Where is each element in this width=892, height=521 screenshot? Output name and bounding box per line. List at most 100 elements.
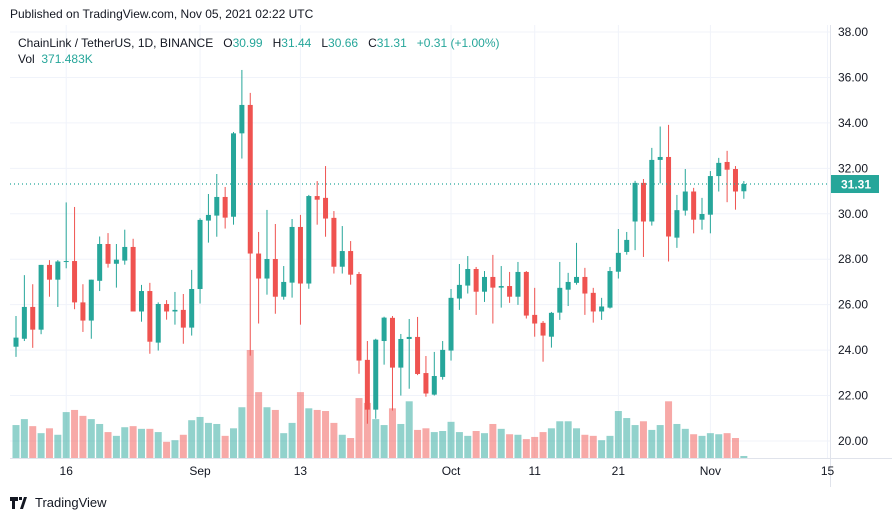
- volume-bar: [606, 435, 614, 458]
- volume-bar: [179, 434, 187, 458]
- volume-bar: [447, 421, 455, 458]
- volume-bar: [29, 426, 37, 458]
- volume-bar: [37, 433, 45, 458]
- candle-body: [289, 226, 295, 283]
- candle-body: [231, 133, 237, 217]
- volume-bar: [313, 409, 321, 458]
- volume-bar: [430, 432, 438, 458]
- candle-body: [473, 268, 479, 292]
- candle-body: [105, 243, 111, 264]
- candle-body: [707, 176, 713, 215]
- y-tick-label: 30.00: [838, 207, 868, 221]
- volume-bar: [87, 419, 95, 458]
- volume-bar: [338, 434, 346, 458]
- volume-bar: [12, 425, 20, 458]
- last-price-badge: [831, 175, 879, 194]
- candle-body: [297, 226, 303, 284]
- volume-bar: [514, 434, 522, 458]
- ohlc-legend: ChainLink / TetherUS, 1D, BINANCE O30.99…: [18, 35, 500, 67]
- candle-body: [122, 246, 128, 261]
- y-tick-label: 22.00: [838, 389, 868, 403]
- candle-body: [724, 161, 730, 170]
- tradingview-logo[interactable]: TradingView: [10, 495, 107, 510]
- volume-bar: [706, 433, 714, 458]
- x-tick-label: 15: [821, 464, 835, 478]
- volume-bar: [129, 426, 137, 458]
- volume-bar: [62, 412, 70, 458]
- candle-body: [356, 273, 362, 361]
- volume-bar: [489, 423, 497, 458]
- candle-body: [256, 253, 262, 279]
- candle-body: [30, 306, 36, 330]
- volume-bar: [673, 423, 681, 458]
- volume-bar: [263, 407, 271, 458]
- candle-body: [323, 197, 329, 219]
- candle-body: [515, 271, 521, 297]
- x-tick-label: Nov: [700, 464, 721, 478]
- y-tick-label: 34.00: [838, 116, 868, 130]
- volume-bar: [280, 433, 288, 458]
- candle-body: [398, 338, 404, 368]
- candle-body: [732, 169, 738, 192]
- candle-body: [557, 287, 563, 313]
- symbol-label[interactable]: ChainLink / TetherUS, 1D, BINANCE: [18, 36, 214, 50]
- candle-body: [540, 322, 546, 336]
- volume-bar: [255, 392, 263, 458]
- y-tick-label: 20.00: [838, 434, 868, 448]
- volume-label: Vol: [18, 52, 35, 66]
- volume-bar: [79, 415, 87, 458]
- candle-body: [247, 104, 253, 254]
- volume-bar: [20, 419, 28, 458]
- candle-body: [147, 291, 153, 342]
- volume-bar: [414, 429, 422, 458]
- volume-bar: [104, 432, 112, 458]
- candle-body: [164, 303, 170, 312]
- candle-body: [381, 317, 387, 342]
- candle-body: [548, 312, 554, 337]
- volume-bar: [681, 428, 689, 458]
- x-tick-label: 21: [612, 464, 626, 478]
- y-tick-label: 32.00: [838, 161, 868, 175]
- candle-body: [331, 217, 337, 267]
- candle-body: [682, 191, 688, 211]
- candle-body: [440, 349, 446, 377]
- candle-body: [80, 302, 86, 321]
- y-tick-label: 38.00: [838, 25, 868, 39]
- candle-body: [649, 159, 655, 222]
- volume-bar: [639, 421, 647, 458]
- change-value: +0.31 (+1.00%): [416, 36, 500, 50]
- volume-bar: [330, 422, 338, 458]
- volume-value: 371.483K: [41, 52, 93, 66]
- brand-name: TradingView: [35, 495, 107, 510]
- candle-body: [599, 306, 605, 312]
- volume-bar: [154, 432, 162, 458]
- x-tick-label: 11: [528, 464, 541, 478]
- candle-body: [205, 214, 211, 221]
- volume-bar: [296, 392, 304, 458]
- volume-bar: [388, 408, 396, 458]
- volume-bar: [146, 428, 154, 458]
- volume-bar: [121, 427, 129, 458]
- candle-body: [373, 339, 379, 410]
- candle-body: [632, 182, 638, 222]
- candle-body: [481, 276, 487, 292]
- volume-bar: [288, 422, 296, 458]
- candle-body: [222, 196, 228, 218]
- y-tick-label: 26.00: [838, 298, 868, 312]
- volume-bar: [631, 425, 639, 458]
- candle-body: [640, 182, 646, 222]
- x-tick-label: Oct: [442, 464, 461, 478]
- x-tick-label: 16: [60, 464, 74, 478]
- volume-bar: [221, 435, 229, 458]
- low-label: L: [321, 36, 329, 50]
- x-tick-label: 13: [294, 464, 308, 478]
- candle-body: [565, 281, 571, 290]
- volume-bar: [698, 435, 706, 458]
- candle-body: [314, 196, 320, 200]
- candle-body: [113, 259, 119, 264]
- candle-body: [97, 243, 103, 281]
- volume-bar: [715, 434, 723, 458]
- candle-body: [699, 214, 705, 220]
- volume-bar: [204, 422, 212, 458]
